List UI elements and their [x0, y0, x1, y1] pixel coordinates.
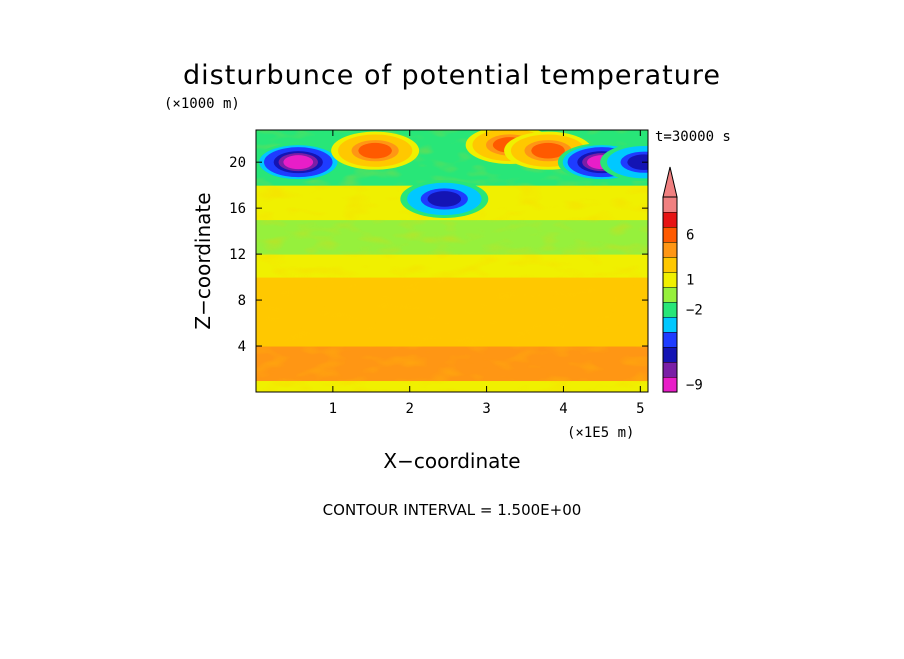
feature-1	[331, 131, 420, 170]
feature-0	[256, 143, 343, 182]
y-unit-label: (×1000 m)	[164, 96, 240, 112]
colorbar-segment-5	[662, 301, 678, 318]
y-tick-label: 8	[238, 293, 246, 309]
x-tick-label: 1	[329, 401, 337, 417]
x-unit-label: (×1E5 m)	[567, 425, 634, 441]
colorbar-segment-0	[662, 376, 678, 393]
colorbar-segment-2	[662, 346, 678, 363]
colorbar-label: 6	[686, 228, 694, 244]
y-tick-label: 12	[229, 247, 246, 263]
y-axis-label: Z−coordinate	[191, 192, 215, 329]
colorbar-label: 1	[686, 273, 694, 289]
colorbar-segment-1	[662, 361, 678, 378]
colorbar-label: −9	[686, 378, 703, 394]
x-tick-label: 2	[406, 401, 414, 417]
contour-field	[256, 130, 648, 392]
x-tick-label: 5	[636, 401, 644, 417]
colorbar-segment-7	[662, 271, 678, 288]
colorbar-frame	[662, 196, 678, 393]
y-tick-label: 16	[229, 201, 246, 217]
feature-6	[600, 143, 648, 182]
contour-interval: CONTOUR INTERVAL = 1.500E+00	[323, 501, 582, 519]
y-axis: 4 8 12 16 20	[229, 155, 648, 355]
x-axis: 1 2 3 4 5	[329, 130, 645, 417]
colorbar-segment-4	[662, 316, 678, 333]
chart-title: disturbunce of potential temperature	[183, 60, 721, 91]
colorbar-segment-8	[662, 256, 678, 273]
feature-2	[400, 179, 489, 218]
x-tick-label: 3	[482, 401, 490, 417]
plot-frame	[255, 129, 649, 393]
colorbar-label: −2	[686, 303, 703, 319]
y-tick-label: 20	[229, 155, 246, 171]
colorbar-segment-10	[662, 226, 678, 243]
x-tick-label: 4	[559, 401, 567, 417]
x-axis-label: X−coordinate	[383, 449, 520, 473]
colorbar-segment-12	[662, 196, 678, 213]
colorbar-segment-3	[662, 331, 678, 348]
y-tick-label: 4	[238, 339, 246, 355]
colorbar-segment-6	[662, 286, 678, 303]
colorbar-segment-11	[662, 211, 678, 228]
colorbar-segment-9	[662, 241, 678, 258]
time-label: t=30000 s	[655, 129, 731, 145]
colorbar-extend-arrow	[662, 166, 678, 198]
colorbar: −9 −2 1 6	[662, 166, 703, 394]
